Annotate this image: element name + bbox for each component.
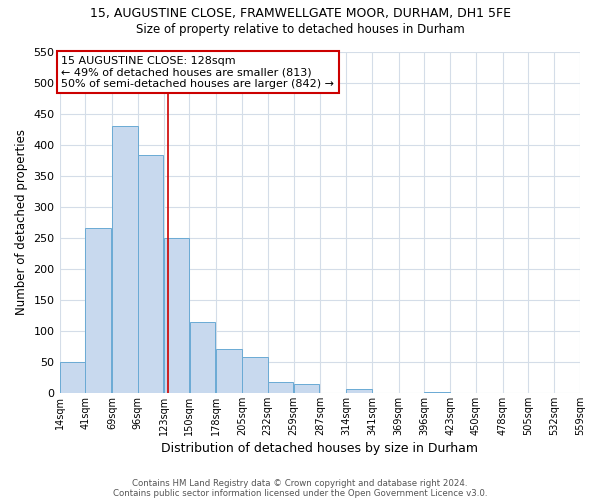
Text: Size of property relative to detached houses in Durham: Size of property relative to detached ho… [136, 22, 464, 36]
Bar [216, 350, 242, 393]
Text: 15 AUGUSTINE CLOSE: 128sqm
← 49% of detached houses are smaller (813)
50% of sem: 15 AUGUSTINE CLOSE: 128sqm ← 49% of deta… [61, 56, 334, 89]
Y-axis label: Number of detached properties: Number of detached properties [15, 129, 28, 315]
Bar [190, 322, 215, 393]
Bar [424, 392, 450, 393]
Bar [138, 155, 163, 393]
Bar [112, 126, 138, 393]
X-axis label: Distribution of detached houses by size in Durham: Distribution of detached houses by size … [161, 442, 478, 455]
Bar [85, 228, 111, 393]
Text: 15, AUGUSTINE CLOSE, FRAMWELLGATE MOOR, DURHAM, DH1 5FE: 15, AUGUSTINE CLOSE, FRAMWELLGATE MOOR, … [89, 8, 511, 20]
Bar [268, 382, 293, 393]
Bar [242, 357, 268, 393]
Bar [346, 388, 371, 393]
Bar [293, 384, 319, 393]
Bar [59, 362, 85, 393]
Text: Contains public sector information licensed under the Open Government Licence v3: Contains public sector information licen… [113, 488, 487, 498]
Bar [164, 238, 189, 393]
Text: Contains HM Land Registry data © Crown copyright and database right 2024.: Contains HM Land Registry data © Crown c… [132, 478, 468, 488]
